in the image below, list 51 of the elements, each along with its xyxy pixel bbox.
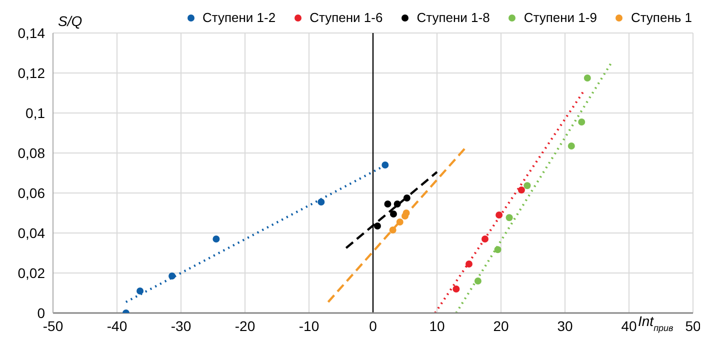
point (518, 186, 525, 194)
point (578, 118, 586, 126)
point (482, 236, 488, 242)
point (390, 210, 397, 218)
point (318, 198, 325, 206)
x-tick-label: -40 (106, 318, 128, 334)
y-tick-label: 0,08 (18, 144, 46, 161)
point (474, 278, 482, 284)
x-axis-title: Int$_{прив}$ (638, 313, 674, 333)
x-tick-label: -50 (42, 318, 64, 334)
point (374, 222, 381, 230)
x-tick-label: 30 (557, 318, 573, 334)
x-tick-label: 20 (493, 318, 509, 334)
legend-label: Ступени 1-9 (524, 10, 597, 25)
x-tick-label: 50 (685, 318, 701, 334)
point (396, 218, 404, 226)
point (524, 182, 531, 190)
point (494, 246, 502, 254)
x-tick-label: -30 (170, 318, 192, 334)
point (402, 210, 410, 216)
point (403, 194, 410, 202)
x-tick-label: -10 (298, 318, 320, 334)
point (496, 212, 503, 218)
point (568, 142, 575, 150)
legend-label: Ступени 1-8 (416, 10, 490, 25)
y-tick-label: 0,12 (18, 64, 46, 81)
y-tick-label: 0 (37, 304, 46, 321)
x-tick-label: -20 (234, 318, 256, 334)
legend-label: Ступени 1-6 (310, 10, 383, 25)
y-tick-label: 0,02 (18, 264, 46, 281)
point (382, 162, 389, 168)
x-tick-label: 10 (429, 318, 445, 334)
point (452, 286, 460, 292)
legend-label: Ступень 1 (630, 10, 692, 25)
point (466, 260, 472, 268)
y-axis-title: S/Q (58, 13, 82, 29)
point (506, 214, 513, 222)
y-tick-label: 0,1 (26, 104, 46, 121)
legend-label: Ступени 1-2 (202, 10, 276, 25)
point (384, 200, 392, 208)
point (584, 74, 591, 82)
point (389, 226, 396, 234)
point (212, 236, 220, 242)
point (394, 200, 401, 208)
x-tick-label: 40 (621, 318, 637, 334)
x-tick-label: 0 (369, 318, 378, 334)
y-tick-label: 0,04 (18, 224, 46, 241)
y-tick-label: 0,14 (18, 24, 46, 41)
point (168, 272, 176, 280)
y-tick-label: 0,06 (18, 184, 46, 201)
point (136, 288, 144, 294)
